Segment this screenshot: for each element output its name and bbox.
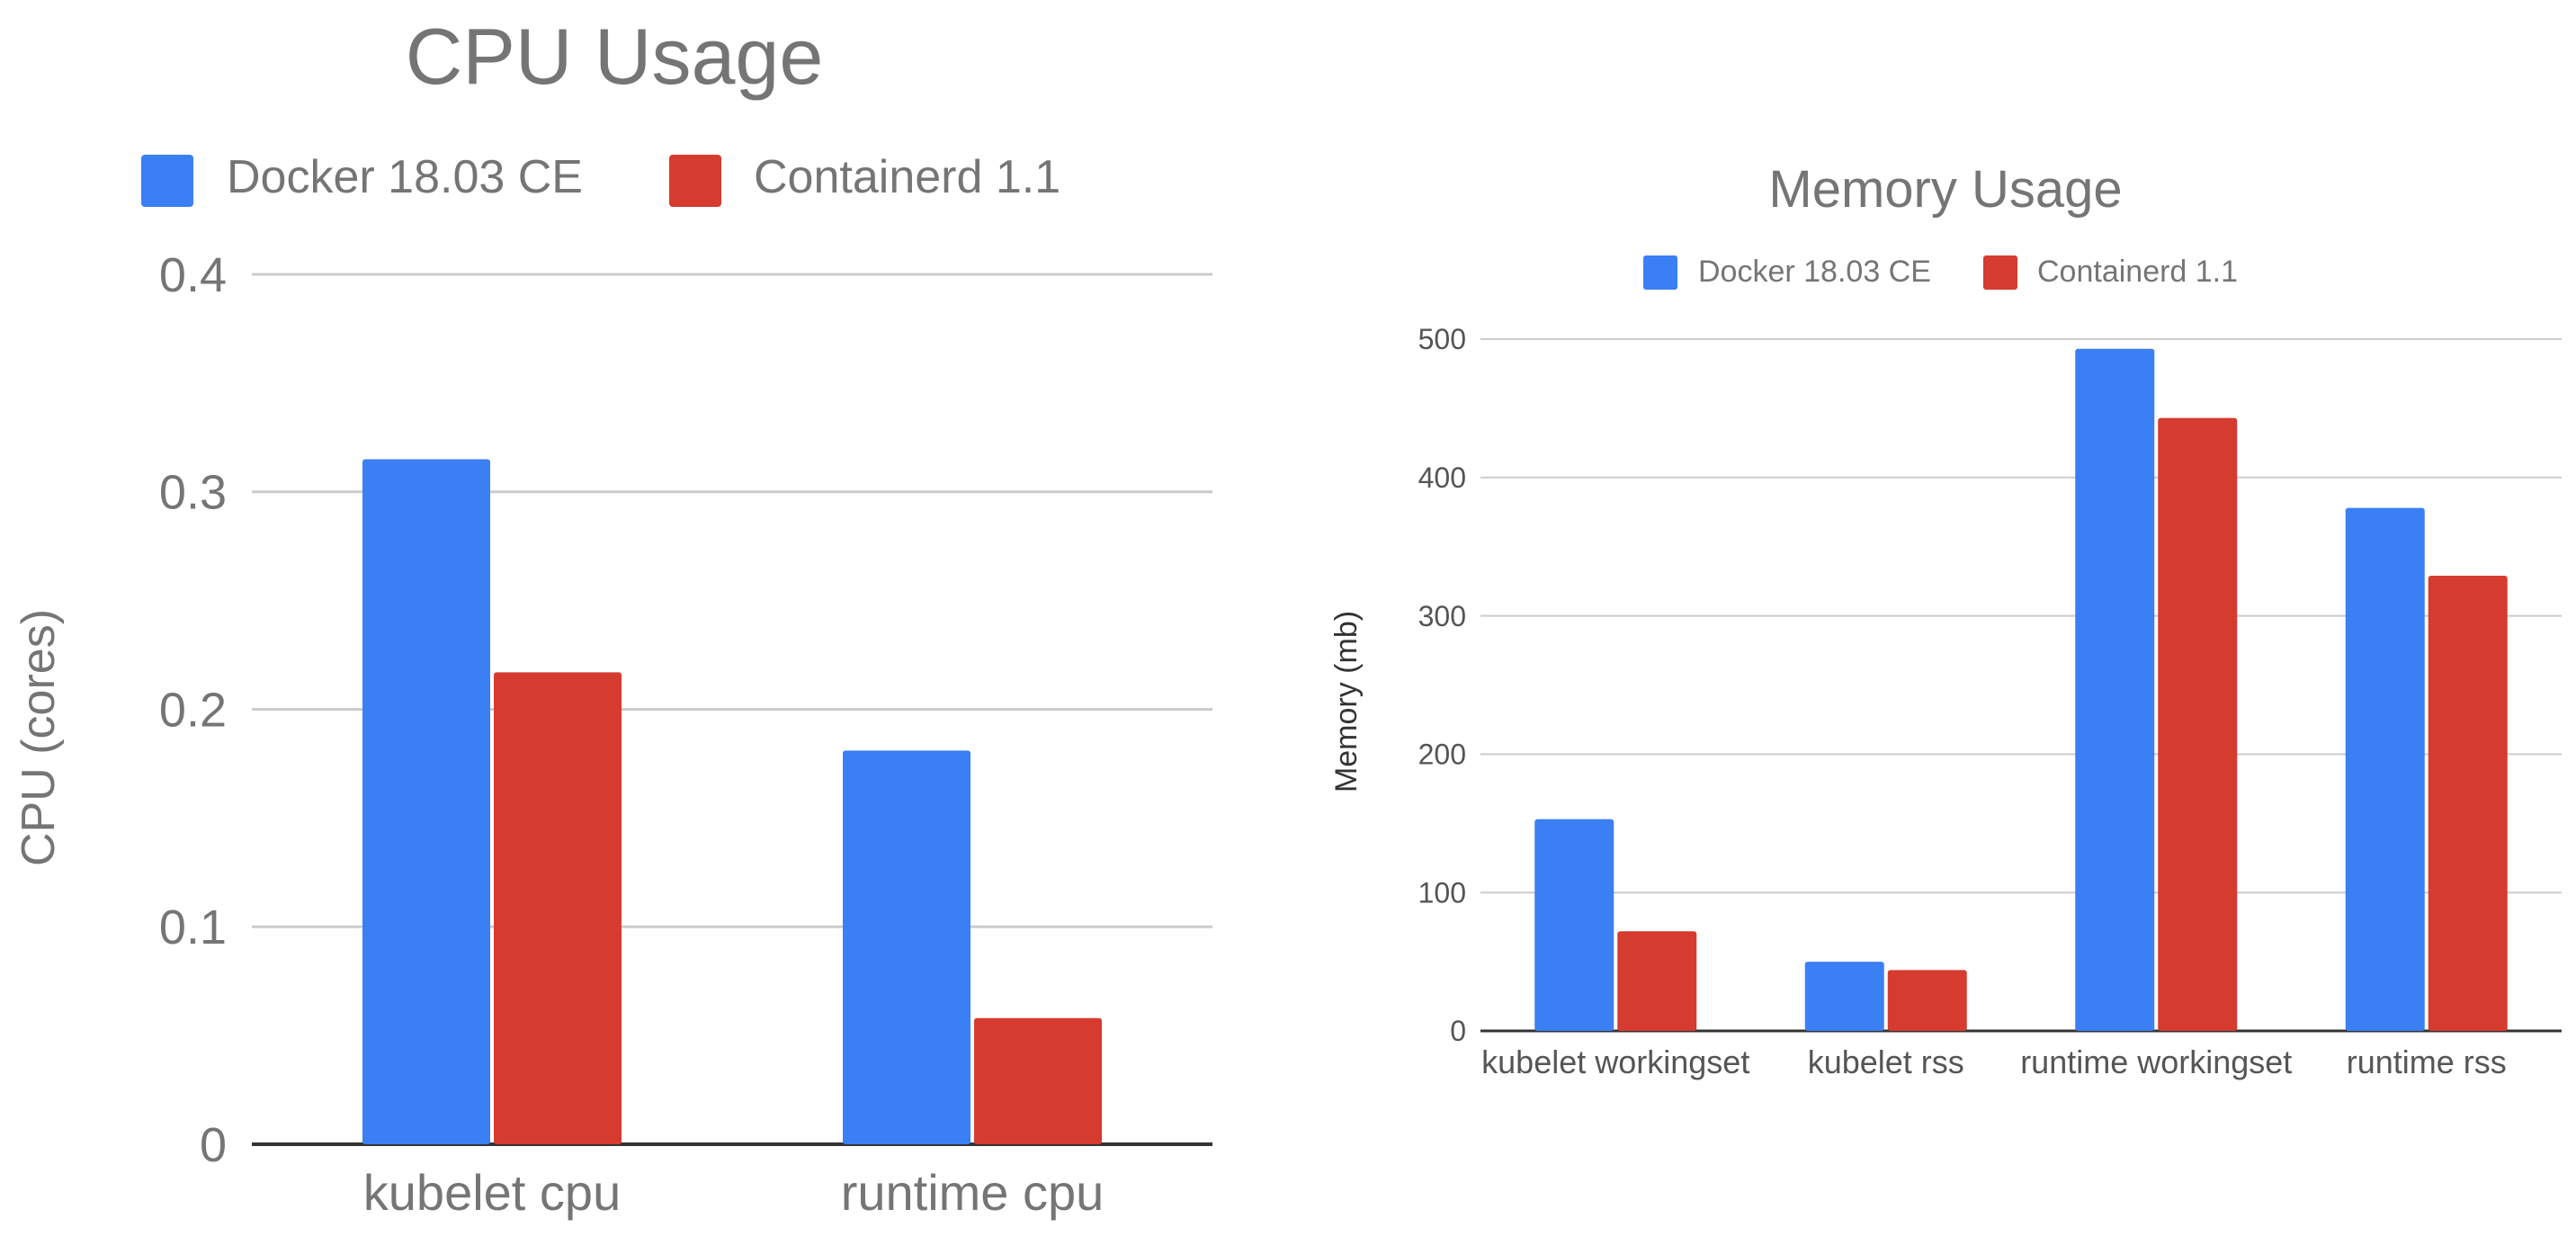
cpu-y-tick-label: 0.3 [159, 466, 227, 520]
memory-legend-swatch-docker [1643, 255, 1677, 290]
mem-y-tick-label: 300 [1418, 600, 1466, 632]
cpu-bar-containerd-kubelet-cpu [494, 672, 622, 1144]
mem-bar-docker-kubelet-rss [1804, 962, 1884, 1031]
mem-bar-containerd-runtime-rss [2428, 575, 2508, 1031]
memory-legend-swatch-containerd [1983, 255, 2017, 290]
mem-bar-docker-kubelet-workingset [1534, 819, 1614, 1031]
cpu-x-tick-label: kubelet cpu [363, 1164, 621, 1221]
cpu-y-tick-label: 0 [200, 1118, 227, 1172]
mem-y-tick-label: 200 [1418, 739, 1466, 771]
mem-bar-docker-runtime-rss [2345, 507, 2425, 1031]
mem-y-tick-label: 400 [1418, 461, 1466, 494]
mem-x-tick-label: runtime rss [2347, 1043, 2507, 1080]
memory-y-ticks: 0 100 200 300 400 500 [1418, 323, 1466, 1047]
memory-usage-chart: Memory Usage Docker 18.03 CE Containerd … [1329, 160, 2562, 1080]
cpu-x-tick-label: runtime cpu [841, 1164, 1105, 1221]
cpu-legend-label-docker: Docker 18.03 CE [227, 151, 583, 203]
cpu-legend-label-containerd: Containerd 1.1 [754, 151, 1060, 203]
cpu-legend-swatch-docker [141, 155, 193, 207]
mem-x-tick-label: runtime workingset [2020, 1043, 2292, 1080]
cpu-bar-containerd-runtime-cpu [974, 1017, 1102, 1144]
memory-legend-label-containerd: Containerd 1.1 [2037, 255, 2238, 289]
cpu-legend-swatch-containerd [669, 155, 721, 207]
mem-y-tick-label: 100 [1418, 876, 1466, 909]
memory-chart-title: Memory Usage [1768, 160, 2122, 219]
mem-y-tick-label: 0 [1450, 1015, 1466, 1047]
memory-legend: Docker 18.03 CE Containerd 1.1 [1643, 255, 2238, 290]
cpu-y-axis-label: CPU (cores) [13, 609, 65, 866]
cpu-y-ticks: 0 0.1 0.2 0.3 0.4 [159, 248, 227, 1172]
mem-bar-containerd-kubelet-workingset [1617, 931, 1697, 1031]
cpu-chart-title: CPU Usage [406, 12, 824, 101]
cpu-bar-docker-kubelet-cpu [362, 459, 490, 1144]
memory-y-axis-label: Memory (mb) [1329, 611, 1364, 793]
cpu-y-tick-label: 0.2 [159, 683, 227, 737]
cpu-x-tick-labels: kubelet cpu runtime cpu [363, 1164, 1105, 1221]
mem-bar-containerd-kubelet-rss [1887, 970, 1967, 1031]
cpu-y-tick-label: 0.1 [159, 900, 227, 954]
mem-y-tick-label: 500 [1418, 323, 1466, 355]
cpu-bars [362, 459, 1102, 1144]
memory-x-tick-labels: kubelet workingset kubelet rss runtime wor… [1481, 1043, 2507, 1080]
cpu-usage-chart: CPU Usage Docker 18.03 CE Containerd 1.1… [13, 12, 1212, 1221]
cpu-bar-docker-runtime-cpu [843, 750, 970, 1144]
memory-legend-label-docker: Docker 18.03 CE [1698, 255, 1931, 289]
mem-x-tick-label: kubelet workingset [1481, 1043, 1749, 1080]
mem-bar-docker-runtime-workingset [2075, 348, 2155, 1031]
cpu-y-tick-label: 0.4 [159, 248, 227, 302]
cpu-legend: Docker 18.03 CE Containerd 1.1 [141, 151, 1060, 207]
mem-bar-containerd-runtime-workingset [2158, 417, 2238, 1031]
mem-x-tick-label: kubelet rss [1808, 1043, 1964, 1080]
memory-bars [1534, 348, 2508, 1031]
